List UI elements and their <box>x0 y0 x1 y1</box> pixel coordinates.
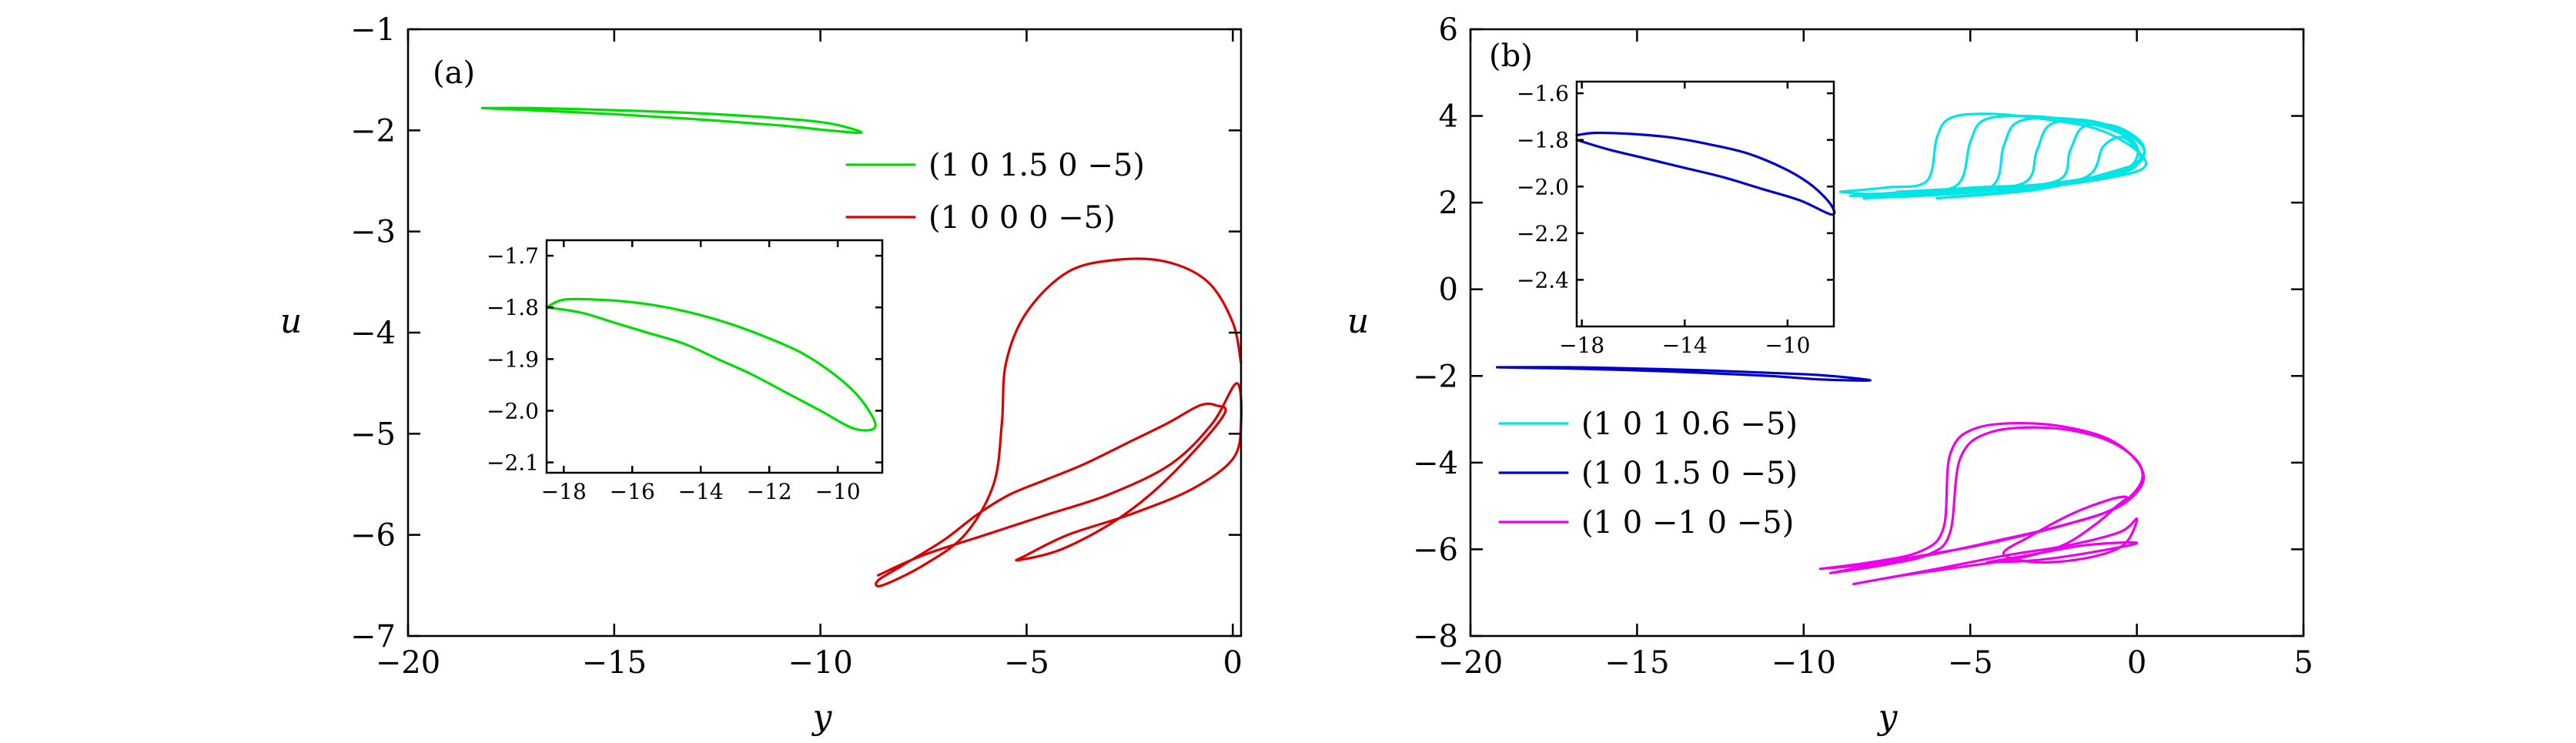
y-tick-label: −5 <box>350 417 396 452</box>
y-tick-label: 4 <box>1439 99 1458 135</box>
panel-a-legend: (1 0 1.5 0 −5) (1 0 0 0 −5) <box>845 148 1145 236</box>
x-tick-label: −5 <box>1948 645 1993 681</box>
panel-a-inset-frame <box>545 239 884 474</box>
y-tick-label: −1.8 <box>1517 128 1569 153</box>
series-b-0-loop-5 <box>1935 136 2142 200</box>
panel-b-inset-ticks: −18 −14 −10 −2.4 −2.2 −2.0 −1.8 −1.6 <box>1517 81 1834 358</box>
y-tick-label: −2.4 <box>1517 267 1569 293</box>
panel-a-ylabel: u <box>280 302 302 341</box>
y-tick-label: 6 <box>1439 12 1458 48</box>
panel-b-inset: −18 −14 −10 −2.4 −2.2 −2.0 −1.8 −1.6 <box>1517 80 1836 358</box>
y-tick-label: −8 <box>1413 619 1458 654</box>
x-tick-label: −18 <box>1559 333 1604 358</box>
x-tick-label: −20 <box>376 645 440 681</box>
x-tick-label: −14 <box>1662 333 1708 358</box>
panel-a-curves <box>480 106 1243 587</box>
y-tick-label: −2.2 <box>1517 221 1569 246</box>
legend-entry: (1 0 0 0 −5) <box>928 200 1116 236</box>
y-tick-label: −2.1 <box>487 450 539 476</box>
series-b-2-loop-3 <box>1986 541 2139 564</box>
panel-a: −20 −15 −10 −5 0 −7 −6 −5 −4 −3 −2 −1 (a) y u (1 0 … <box>280 12 1243 737</box>
y-tick-label: −2.0 <box>1517 174 1569 199</box>
panel-a-xlabel: y <box>811 698 833 737</box>
panel-b-ylabel: u <box>1347 302 1369 341</box>
series-a-0 <box>480 106 863 135</box>
panel-b-inset-curves <box>1575 131 1836 216</box>
x-tick-label: −15 <box>1604 645 1669 681</box>
panel-b-xlabel: y <box>1877 698 1899 737</box>
x-tick-label: −10 <box>788 645 852 681</box>
y-tick-label: −1.8 <box>487 295 539 320</box>
panel-a-inset-curves <box>545 297 877 432</box>
x-tick-label: −20 <box>1438 645 1503 681</box>
series-a-1 <box>875 257 1243 587</box>
y-tick-label: −6 <box>350 518 396 554</box>
x-tick-label: −14 <box>678 479 724 504</box>
panel-a-ticks: −20 −15 −10 −5 0 −7 −6 −5 −4 −3 −2 −1 <box>350 12 1243 681</box>
series-b-2-loop-0 <box>1818 421 2146 571</box>
panel-b-frame <box>1469 28 2305 638</box>
series-b-2-loop-1 <box>1828 426 2144 574</box>
x-tick-label: −18 <box>541 479 587 504</box>
series-b-0-loop-4 <box>1895 122 2146 193</box>
legend-entry: (1 0 −1 0 −5) <box>1581 505 1794 541</box>
x-tick-label: −16 <box>610 479 655 504</box>
y-tick-label: −1 <box>350 12 396 48</box>
panel-a-inset: −18 −16 −14 −12 −10 −2.1 −2.0 −1.9 −1.8 −1.7 <box>487 239 884 504</box>
legend-entry: (1 0 1.5 0 −5) <box>1581 456 1798 491</box>
panel-b-curves <box>1496 112 2147 586</box>
y-tick-label: −1.7 <box>487 243 539 269</box>
legend-entry: (1 0 1.5 0 −5) <box>928 148 1145 183</box>
y-tick-label: 0 <box>1439 273 1458 308</box>
series-b-1-loop-0 <box>1496 366 1872 382</box>
panel-a-label: (a) <box>433 55 475 91</box>
x-tick-label: 5 <box>2293 645 2313 681</box>
y-tick-label: −4 <box>350 316 396 351</box>
x-tick-label: −10 <box>1765 333 1810 358</box>
y-tick-label: −3 <box>350 215 396 250</box>
panel-b-inset-frame <box>1575 80 1835 328</box>
y-tick-label: −1.9 <box>487 346 539 372</box>
inset-a-series-0 <box>545 297 877 432</box>
panel-b-legend: (1 0 1 0.6 −5) (1 0 1.5 0 −5) (1 0 −1 0 … <box>1498 407 1798 541</box>
panel-b-label: (b) <box>1489 38 1533 74</box>
y-tick-label: −7 <box>350 619 396 654</box>
y-tick-label: −4 <box>1413 446 1458 481</box>
y-tick-label: −1.6 <box>1517 81 1569 106</box>
x-tick-label: −15 <box>582 645 647 681</box>
y-tick-label: −2 <box>350 113 396 149</box>
y-tick-label: −2.0 <box>487 398 539 423</box>
y-tick-label: −2 <box>1413 359 1458 394</box>
panel-a-inset-ticks: −18 −16 −14 −12 −10 −2.1 −2.0 −1.9 −1.8 −1.7 <box>487 240 882 504</box>
x-tick-label: 0 <box>1223 645 1243 681</box>
x-tick-label: −5 <box>1004 645 1049 681</box>
legend-entry: (1 0 1 0.6 −5) <box>1581 407 1798 442</box>
y-tick-label: 2 <box>1439 186 1458 221</box>
x-tick-label: 0 <box>2127 645 2146 681</box>
y-tick-label: −6 <box>1413 532 1458 567</box>
x-tick-label: −10 <box>815 479 861 504</box>
inset-b-series-0 <box>1575 131 1836 216</box>
x-tick-label: −10 <box>1771 645 1836 681</box>
inset-background <box>1577 82 1834 326</box>
x-tick-label: −12 <box>747 479 792 504</box>
